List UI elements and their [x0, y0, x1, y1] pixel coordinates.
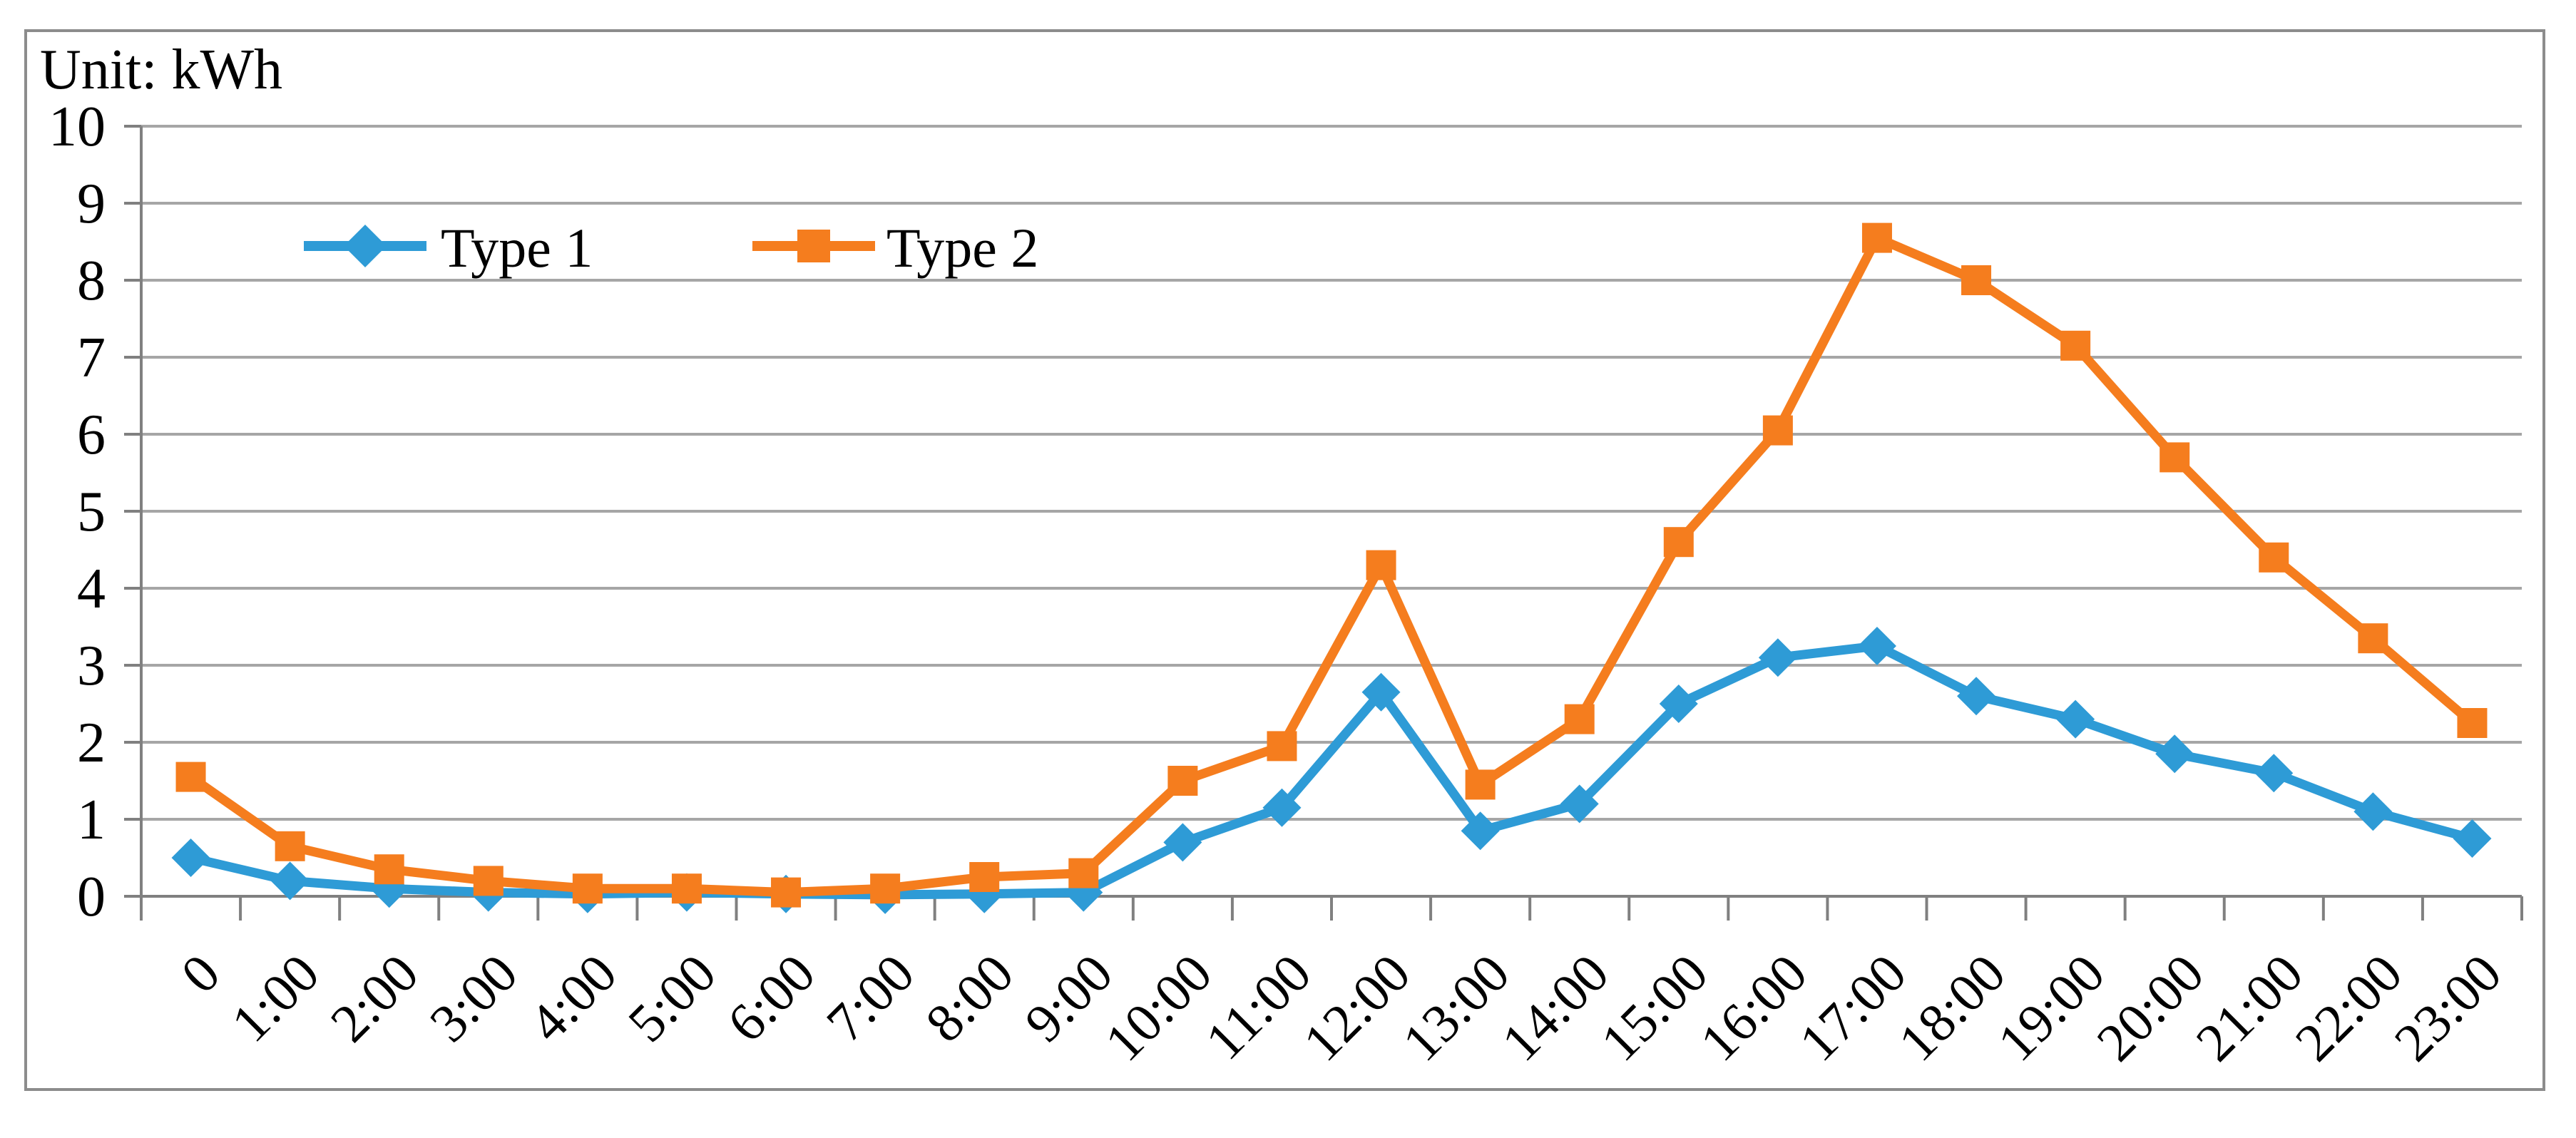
data-point-marker-type1: [1659, 685, 1698, 723]
x-axis-tick-label: 22:00: [2284, 943, 2414, 1073]
legend-square-icon: [797, 230, 830, 262]
y-axis-tick-label: 3: [77, 635, 106, 697]
data-point-marker-type2: [671, 873, 702, 904]
x-axis-tick-label: 12:00: [1292, 943, 1422, 1073]
x-axis-tick-label: 2:00: [320, 943, 430, 1054]
x-axis-tick-label: 19:00: [1986, 943, 2116, 1073]
data-point-marker-type1: [2254, 754, 2294, 793]
legend-diamond-icon: [344, 225, 387, 267]
x-axis-tick-label: 10:00: [1094, 943, 1224, 1073]
x-axis-tick-label: 11:00: [1195, 943, 1323, 1072]
data-point-marker-type1: [1857, 627, 1896, 665]
y-axis-tick-label: 10: [48, 96, 106, 158]
data-point-marker-type2: [2160, 442, 2190, 473]
data-point-marker-type2: [2060, 330, 2091, 361]
data-point-marker-type2: [1663, 527, 1694, 558]
data-point-marker-type1: [1361, 672, 1401, 712]
data-point-marker-type2: [2259, 542, 2289, 573]
y-axis-tick-label: 2: [77, 712, 106, 774]
data-point-marker-type2: [1465, 769, 1496, 800]
data-point-marker-type2: [1762, 415, 1793, 446]
unit-label: Unit: kWh: [40, 39, 282, 101]
x-axis-tick-label: 15:00: [1590, 943, 1719, 1073]
x-axis-tick-label: 7:00: [815, 943, 926, 1054]
data-point-marker-type2: [2358, 623, 2388, 654]
x-axis-tick-label: 1:00: [220, 943, 331, 1054]
data-point-marker-type2: [1961, 265, 1992, 295]
x-axis-tick-label: 16:00: [1689, 943, 1819, 1073]
y-axis-tick-label: 1: [77, 789, 106, 851]
data-point-marker-type1: [270, 861, 310, 901]
data-point-marker-type1: [1957, 677, 1996, 716]
data-point-marker-type1: [2453, 819, 2492, 858]
data-point-marker-type2: [1861, 222, 1892, 253]
y-axis-tick-label: 5: [77, 481, 106, 543]
data-point-marker-type2: [870, 873, 901, 904]
data-point-marker-type1: [171, 839, 210, 877]
series-line-type1: [186, 641, 2477, 900]
y-axis-tick-label: 8: [77, 250, 106, 312]
data-point-marker-type1: [1758, 638, 1797, 677]
chart-border: [24, 29, 2545, 1091]
data-point-marker-type2: [1267, 731, 1297, 762]
data-point-marker-type1: [1461, 811, 1500, 851]
data-point-marker-type1: [2353, 792, 2393, 831]
data-point-marker-type1: [1560, 784, 1599, 824]
data-point-marker-type2: [572, 873, 603, 904]
y-axis-tick-label: 6: [77, 404, 106, 466]
data-point-marker-type2: [771, 877, 802, 908]
data-point-marker-type2: [374, 854, 404, 885]
data-point-marker-type2: [175, 762, 206, 792]
data-point-marker-type2: [969, 862, 1000, 892]
data-point-marker-type1: [1163, 823, 1202, 862]
legend-item-label: Type 2: [886, 217, 1038, 279]
legend-item-label: Type 1: [441, 217, 593, 279]
x-axis-tick-label: 3:00: [419, 943, 529, 1054]
data-point-marker-type2: [275, 831, 305, 861]
x-axis-tick-label: 14:00: [1491, 943, 1620, 1073]
y-axis-tick-label: 4: [77, 558, 106, 620]
x-axis-tick-label: 18:00: [1887, 943, 2017, 1073]
y-axis-tick-label: 9: [77, 173, 106, 235]
y-axis-tick-label: 0: [77, 866, 106, 928]
data-point-marker-type2: [1366, 550, 1396, 580]
data-point-marker-type2: [1167, 766, 1198, 796]
x-axis-tick-label: 0: [170, 943, 231, 1005]
x-axis-tick-label: 5:00: [617, 943, 727, 1054]
y-axis-tick-label: 7: [77, 327, 106, 389]
x-axis-tick-label: 21:00: [2184, 943, 2314, 1073]
data-point-marker-type2: [1564, 704, 1595, 734]
data-point-marker-type2: [2457, 708, 2488, 738]
x-axis-tick-label: 8:00: [914, 943, 1025, 1054]
data-point-marker-type1: [1262, 788, 1302, 827]
x-axis-tick-label: 13:00: [1391, 943, 1521, 1073]
series-line-type2: [186, 233, 2477, 898]
x-axis-tick-label: 4:00: [518, 943, 628, 1054]
x-axis-tick-label: 6:00: [716, 943, 827, 1054]
x-axis-tick-label: 20:00: [2085, 943, 2215, 1073]
data-point-marker-type1: [2155, 734, 2194, 774]
data-point-marker-type2: [473, 866, 504, 896]
data-point-marker-type2: [1068, 858, 1099, 888]
x-axis-tick-label: 17:00: [1788, 943, 1918, 1073]
data-point-marker-type1: [2056, 699, 2095, 739]
x-axis-tick-label: 23:00: [2383, 943, 2513, 1073]
